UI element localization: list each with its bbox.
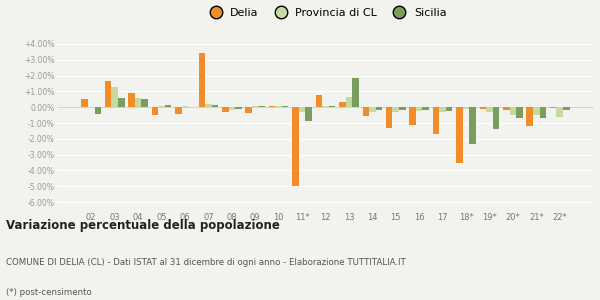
Text: Variazione percentuale della popolazione: Variazione percentuale della popolazione xyxy=(6,219,280,232)
Bar xyxy=(516,107,523,118)
Bar xyxy=(362,107,369,116)
Bar xyxy=(392,107,399,112)
Bar xyxy=(229,107,235,110)
Bar xyxy=(346,97,352,107)
Bar xyxy=(439,107,446,112)
Bar xyxy=(112,87,118,107)
Bar xyxy=(386,107,392,128)
Bar xyxy=(118,98,125,107)
Bar xyxy=(205,104,212,107)
Text: COMUNE DI DELIA (CL) - Dati ISTAT al 31 dicembre di ogni anno - Elaborazione TUT: COMUNE DI DELIA (CL) - Dati ISTAT al 31 … xyxy=(6,258,406,267)
Bar xyxy=(433,107,439,134)
Bar xyxy=(292,107,299,186)
Bar xyxy=(305,107,312,122)
Bar xyxy=(369,107,376,112)
Bar xyxy=(269,106,275,107)
Bar xyxy=(539,107,546,118)
Bar xyxy=(175,107,182,114)
Text: (*) post-censimento: (*) post-censimento xyxy=(6,288,92,297)
Bar xyxy=(182,106,188,107)
Bar xyxy=(128,93,135,107)
Bar xyxy=(259,106,265,107)
Bar xyxy=(376,107,382,110)
Bar xyxy=(329,106,335,107)
Bar xyxy=(95,107,101,113)
Bar xyxy=(446,107,452,111)
Bar xyxy=(463,107,469,109)
Bar xyxy=(322,106,329,107)
Bar xyxy=(509,107,516,115)
Bar xyxy=(533,107,539,115)
Bar xyxy=(339,102,346,107)
Bar xyxy=(503,107,509,110)
Bar xyxy=(105,81,112,107)
Bar xyxy=(563,107,569,110)
Bar xyxy=(493,107,499,128)
Bar xyxy=(456,107,463,163)
Bar xyxy=(135,98,142,107)
Bar xyxy=(550,107,556,108)
Bar xyxy=(199,52,205,107)
Bar xyxy=(479,107,486,109)
Bar xyxy=(142,99,148,107)
Bar xyxy=(252,106,259,107)
Bar xyxy=(486,107,493,112)
Bar xyxy=(299,107,305,112)
Bar xyxy=(152,107,158,115)
Bar xyxy=(212,105,218,107)
Bar xyxy=(222,107,229,112)
Bar xyxy=(275,106,282,107)
Bar xyxy=(282,106,289,107)
Bar xyxy=(245,107,252,113)
Bar xyxy=(416,107,422,111)
Bar xyxy=(82,99,88,107)
Bar xyxy=(352,78,359,107)
Bar xyxy=(165,105,172,107)
Bar xyxy=(422,107,429,110)
Bar xyxy=(399,107,406,110)
Bar xyxy=(469,107,476,144)
Bar xyxy=(316,95,322,107)
Bar xyxy=(158,106,165,107)
Bar xyxy=(526,107,533,126)
Bar xyxy=(556,107,563,117)
Legend: Delia, Provincia di CL, Sicilia: Delia, Provincia di CL, Sicilia xyxy=(200,3,451,22)
Bar xyxy=(409,107,416,124)
Bar xyxy=(235,107,242,109)
